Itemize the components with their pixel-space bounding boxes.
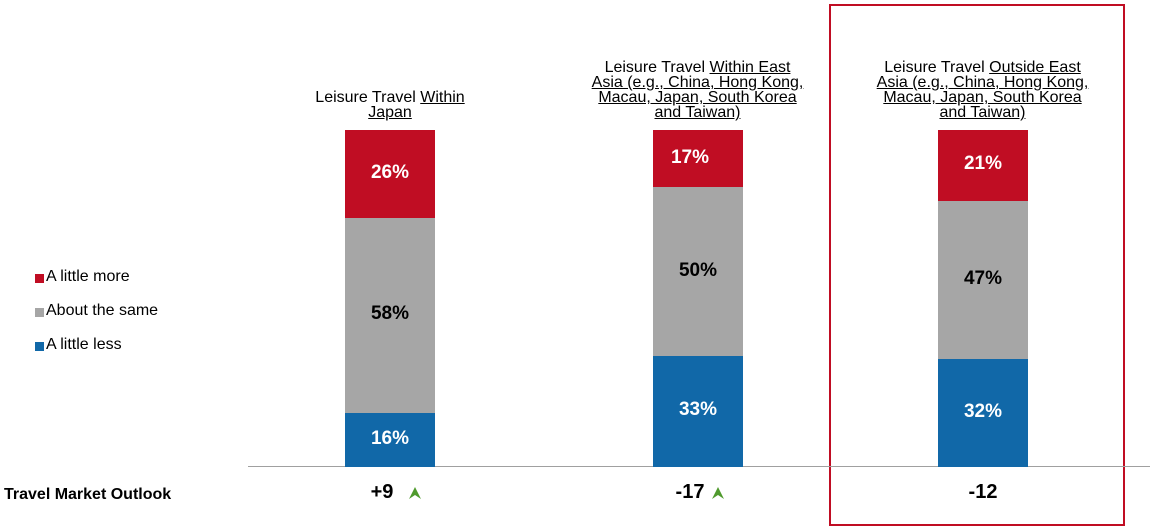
legend-label: A little less: [46, 336, 122, 353]
bar-segment: [653, 355, 743, 467]
bar-segment: [938, 130, 1028, 201]
bar-segment: [938, 200, 1028, 360]
arrow-icon: [712, 487, 724, 499]
highlight-box: [829, 4, 1125, 526]
legend-label: A little more: [46, 268, 130, 285]
data-label: 21%: [963, 153, 1003, 175]
data-label: 16%: [370, 428, 410, 450]
data-label: 26%: [370, 161, 410, 183]
outlook-value: -17: [675, 481, 705, 503]
bar-segment: [653, 187, 743, 356]
legend-swatch: [35, 308, 44, 317]
bar-segment: [938, 359, 1028, 467]
data-label: 17%: [670, 146, 710, 168]
bar-segment: [653, 130, 743, 188]
data-label: 33%: [678, 399, 718, 421]
category-label: Leisure Travel Outside East Asia (e.g., …: [876, 59, 1089, 121]
legend-label: About the same: [46, 302, 159, 319]
legend-swatch: [35, 274, 44, 283]
bar-segment: [345, 130, 435, 218]
data-label: 32%: [963, 401, 1003, 423]
outlook-value: +9: [370, 481, 394, 503]
arrow-icon: [409, 487, 421, 499]
outlook-value: -12: [968, 481, 998, 503]
data-label: 50%: [678, 259, 718, 281]
bar-segment: [345, 217, 435, 414]
legend-swatch: [35, 342, 44, 351]
bar-segment: [345, 413, 435, 467]
data-label: 47%: [963, 267, 1003, 289]
category-label: Leisure Travel Within Japan: [315, 89, 465, 121]
category-label: Leisure Travel Within East Asia (e.g., C…: [591, 59, 804, 121]
outlook-label: Travel Market Outlook: [4, 486, 172, 503]
data-label: 58%: [370, 303, 410, 325]
